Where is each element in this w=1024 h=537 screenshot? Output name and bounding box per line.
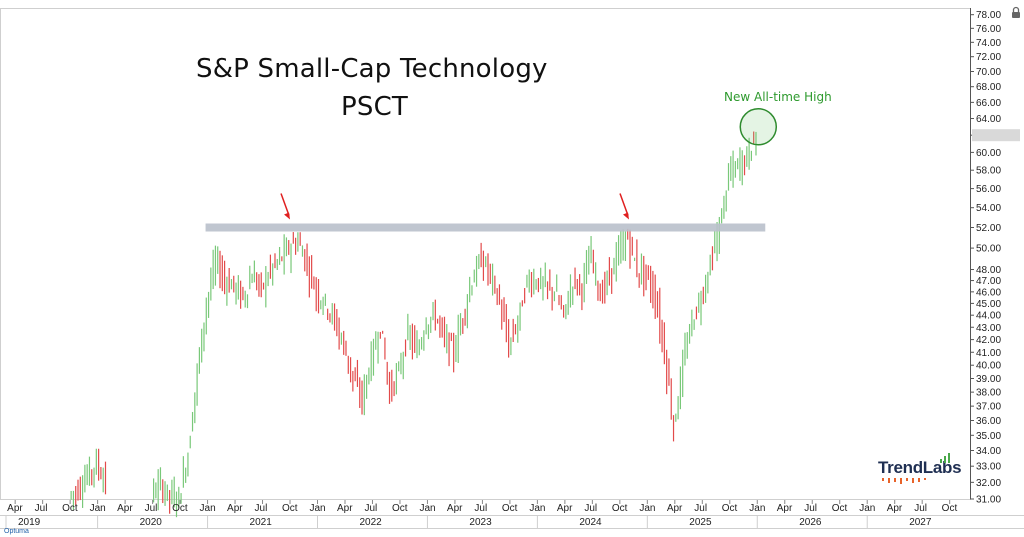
y-tick-label: 32.00 bbox=[976, 478, 1001, 489]
last-price-marker bbox=[972, 129, 1020, 142]
y-tick-label: 36.00 bbox=[976, 416, 1001, 427]
x-year-label: 2021 bbox=[250, 517, 273, 528]
y-tick-label: 68.00 bbox=[976, 82, 1001, 93]
y-tick-label: 34.00 bbox=[976, 446, 1001, 457]
y-tick-label: 56.00 bbox=[976, 184, 1001, 195]
x-year-label: 2020 bbox=[140, 517, 163, 528]
y-tick-label: 76.00 bbox=[976, 24, 1001, 35]
y-tick-label: 47.00 bbox=[976, 276, 1001, 287]
red-arrow-head bbox=[623, 212, 630, 220]
x-month-label: Jan bbox=[639, 503, 655, 514]
x-month-label: Oct bbox=[502, 503, 518, 514]
x-year-label: 2023 bbox=[469, 517, 492, 528]
x-month-label: Apr bbox=[227, 503, 243, 514]
chart-subtitle: PSCT bbox=[341, 92, 409, 122]
red-arrow bbox=[619, 193, 629, 216]
x-month-label: Jul bbox=[584, 503, 597, 514]
x-month-label: Apr bbox=[557, 503, 573, 514]
x-month-label: Jan bbox=[419, 503, 435, 514]
y-tick-label: 35.00 bbox=[976, 431, 1001, 442]
overlays-layer bbox=[205, 108, 778, 232]
x-month-label: Apr bbox=[887, 503, 903, 514]
x-year-label: 2027 bbox=[909, 517, 932, 528]
x-month-label: Apr bbox=[7, 503, 23, 514]
x-month-label: Jan bbox=[310, 503, 326, 514]
y-tick-label: 42.00 bbox=[976, 335, 1001, 346]
y-tick-label: 52.00 bbox=[976, 223, 1001, 234]
red-arrow bbox=[280, 193, 290, 216]
x-month-label: Jan bbox=[859, 503, 875, 514]
y-tick-label: 41.00 bbox=[976, 348, 1001, 359]
x-month-label: Jul bbox=[364, 503, 377, 514]
x-month-label: Oct bbox=[612, 503, 628, 514]
x-month-label: Jul bbox=[145, 503, 158, 514]
x-month-label: Apr bbox=[337, 503, 353, 514]
y-tick-label: 64.00 bbox=[976, 114, 1001, 125]
y-tick-label: 58.00 bbox=[976, 166, 1001, 177]
logo-graphic bbox=[882, 453, 950, 484]
x-month-label: Jan bbox=[200, 503, 216, 514]
y-tick-label: 60.00 bbox=[976, 148, 1001, 159]
lock-icon[interactable] bbox=[1012, 6, 1020, 19]
x-month-label: Oct bbox=[942, 503, 958, 514]
x-month-label: Jan bbox=[529, 503, 545, 514]
y-tick-label: 54.00 bbox=[976, 203, 1001, 214]
x-month-label: Apr bbox=[777, 503, 793, 514]
trendlabs-logo: TrendLabs bbox=[878, 452, 968, 488]
x-year-label: 2026 bbox=[799, 517, 822, 528]
y-axis: 31.00 32.00 33.00 34.00 35.00 36.00 37.00 38.00… bbox=[970, 6, 1020, 506]
y-tick-label: 78.00 bbox=[976, 10, 1001, 21]
x-month-label: Oct bbox=[62, 503, 78, 514]
y-tick-label: 45.00 bbox=[976, 299, 1001, 310]
x-month-label: Jan bbox=[749, 503, 765, 514]
resistance-band bbox=[205, 223, 766, 232]
y-tick-label: 37.00 bbox=[976, 402, 1001, 413]
plot-frame bbox=[0, 8, 1024, 529]
x-month-label: Oct bbox=[722, 503, 738, 514]
y-tick-label: 72.00 bbox=[976, 52, 1001, 63]
y-tick-label: 66.00 bbox=[976, 98, 1001, 109]
x-month-label: Jul bbox=[804, 503, 817, 514]
y-tick-label: 50.00 bbox=[976, 244, 1001, 255]
optuma-brand: Optuma bbox=[4, 528, 29, 535]
x-month-label: Jul bbox=[914, 503, 927, 514]
y-tick-label: 39.00 bbox=[976, 374, 1001, 385]
x-month-label: Oct bbox=[392, 503, 408, 514]
x-month-label: Oct bbox=[832, 503, 848, 514]
x-month-label: Jul bbox=[694, 503, 707, 514]
y-tick-label: 70.00 bbox=[976, 67, 1001, 78]
y-tick-label: 74.00 bbox=[976, 38, 1001, 49]
new-high-circle bbox=[739, 108, 778, 146]
x-year-label: 2019 bbox=[18, 517, 41, 528]
y-tick-label: 40.00 bbox=[976, 361, 1001, 372]
y-tick-label: 38.00 bbox=[976, 388, 1001, 399]
y-tick-label: 44.00 bbox=[976, 311, 1001, 322]
x-year-label: 2022 bbox=[359, 517, 382, 528]
y-tick-label: 46.00 bbox=[976, 287, 1001, 298]
x-year-label: 2024 bbox=[579, 517, 602, 528]
new-high-annotation: New All-time High bbox=[724, 90, 832, 104]
chart-title: S&P Small-Cap Technology bbox=[196, 54, 548, 84]
x-year-label: 2025 bbox=[689, 517, 712, 528]
x-month-label: Oct bbox=[282, 503, 298, 514]
y-tick-label: 33.00 bbox=[976, 462, 1001, 473]
x-axis: Apr Jul Oct Jan Apr Jul Oct Jan Apr Jul Oct Jan Apr J… bbox=[5, 500, 958, 528]
x-month-label: Jul bbox=[255, 503, 268, 514]
x-month-label: Apr bbox=[667, 503, 683, 514]
x-month-label: Apr bbox=[447, 503, 463, 514]
y-tick-label: 48.00 bbox=[976, 265, 1001, 276]
red-arrow-head bbox=[284, 212, 291, 220]
y-tick-label: 31.00 bbox=[976, 495, 1001, 506]
y-tick-label: 43.00 bbox=[976, 323, 1001, 334]
candles-layer bbox=[70, 131, 757, 518]
x-month-label: Jul bbox=[474, 503, 487, 514]
x-month-label: Apr bbox=[117, 503, 133, 514]
x-month-label: Jul bbox=[35, 503, 48, 514]
x-month-label: Oct bbox=[172, 503, 188, 514]
x-month-label: Jan bbox=[90, 503, 106, 514]
